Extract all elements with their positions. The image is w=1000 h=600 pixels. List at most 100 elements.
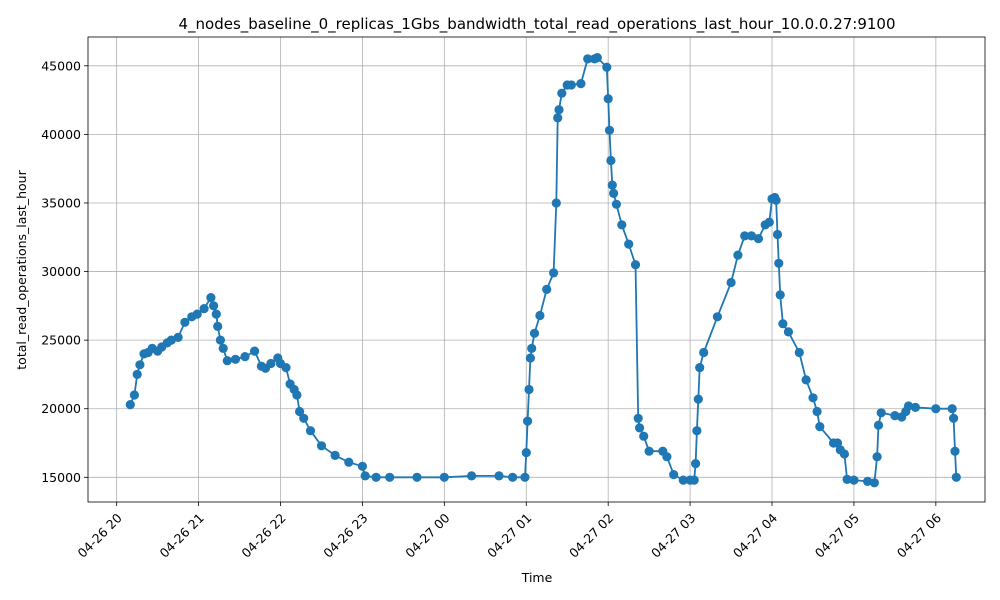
data-point [520, 472, 530, 482]
data-point [521, 448, 531, 458]
data-point [753, 234, 764, 244]
data-point [299, 413, 309, 423]
data-point [783, 327, 794, 337]
data-point [213, 321, 223, 331]
data-point [726, 277, 736, 288]
data-point [524, 384, 534, 395]
data-point [602, 62, 612, 72]
x-axis-label: Time [521, 570, 553, 585]
data-point [947, 404, 957, 414]
data-point [712, 312, 723, 322]
data-point [305, 426, 316, 436]
data-point [931, 404, 941, 414]
data-point [774, 258, 784, 268]
data-point [553, 113, 563, 123]
data-point [873, 420, 884, 430]
data-point [689, 475, 699, 485]
data-point [606, 155, 616, 166]
data-point [542, 284, 552, 294]
y-tick-label: 40000 [41, 127, 81, 142]
data-point [678, 475, 688, 485]
data-point [951, 472, 961, 482]
data-point [357, 461, 367, 471]
data-point [644, 446, 654, 456]
data-point [135, 360, 145, 370]
data-point [557, 88, 567, 98]
data-point [129, 390, 139, 400]
data-point [211, 309, 221, 319]
data-point [412, 472, 422, 482]
data-point [869, 478, 880, 488]
data-point [630, 260, 641, 270]
data-series [125, 53, 961, 488]
data-point [794, 347, 804, 358]
data-point [292, 390, 302, 400]
data-point [662, 452, 672, 462]
y-axis: 15000 20000 25000 30000 35000 40000 45000 [41, 58, 88, 485]
data-point [695, 363, 705, 373]
data-point [839, 449, 850, 459]
plot-area-frame [87, 36, 986, 503]
data-point [635, 423, 645, 433]
data-point [206, 293, 216, 303]
data-point [551, 198, 561, 208]
y-tick-label: 45000 [41, 58, 81, 73]
data-point [173, 332, 183, 342]
data-point [467, 471, 477, 481]
data-point [316, 441, 327, 451]
chart-title: 4_nodes_baseline_0_replicas_1Gbs_bandwid… [178, 15, 895, 34]
y-tick-label: 15000 [41, 470, 81, 485]
data-point [949, 413, 959, 423]
data-point [281, 363, 291, 373]
data-point [529, 328, 540, 338]
data-point [617, 220, 627, 230]
data-point [609, 188, 619, 198]
data-point [639, 431, 649, 441]
data-point [746, 231, 757, 241]
y-tick-label: 35000 [41, 195, 81, 210]
data-point [691, 459, 701, 469]
data-point [209, 301, 219, 311]
data-point [693, 394, 703, 404]
data-point [180, 317, 190, 327]
data-point [808, 393, 818, 403]
data-point [607, 180, 617, 190]
data-point [903, 401, 914, 411]
data-point [439, 472, 449, 482]
data-point [764, 217, 774, 227]
data-point [266, 358, 276, 369]
data-point [132, 369, 142, 379]
data-point [576, 79, 586, 89]
data-point [344, 457, 354, 467]
data-point [699, 347, 709, 358]
data-point [330, 450, 340, 460]
data-point [801, 375, 811, 385]
data-point [872, 452, 882, 462]
data-point [910, 402, 921, 412]
data-point [812, 406, 822, 417]
data-point [692, 426, 702, 436]
data-point [592, 53, 602, 63]
data-point [950, 446, 960, 456]
y-axis-label: total_read_operations_last_hour [14, 169, 29, 369]
data-point [218, 343, 228, 353]
data-point [740, 231, 750, 241]
data-point [199, 304, 209, 314]
data-point [604, 125, 615, 135]
data-point [842, 474, 852, 484]
data-point [385, 472, 395, 482]
data-point [192, 309, 202, 319]
y-tick-label: 25000 [41, 333, 81, 348]
data-point [295, 406, 305, 417]
data-point [215, 335, 225, 345]
data-point [494, 471, 504, 481]
data-point [771, 195, 781, 205]
data-point [525, 353, 536, 363]
data-point [832, 438, 843, 448]
data-point [603, 94, 613, 104]
data-point [371, 472, 381, 482]
data-point [527, 343, 537, 353]
data-point [549, 268, 559, 278]
data-point [507, 472, 518, 482]
